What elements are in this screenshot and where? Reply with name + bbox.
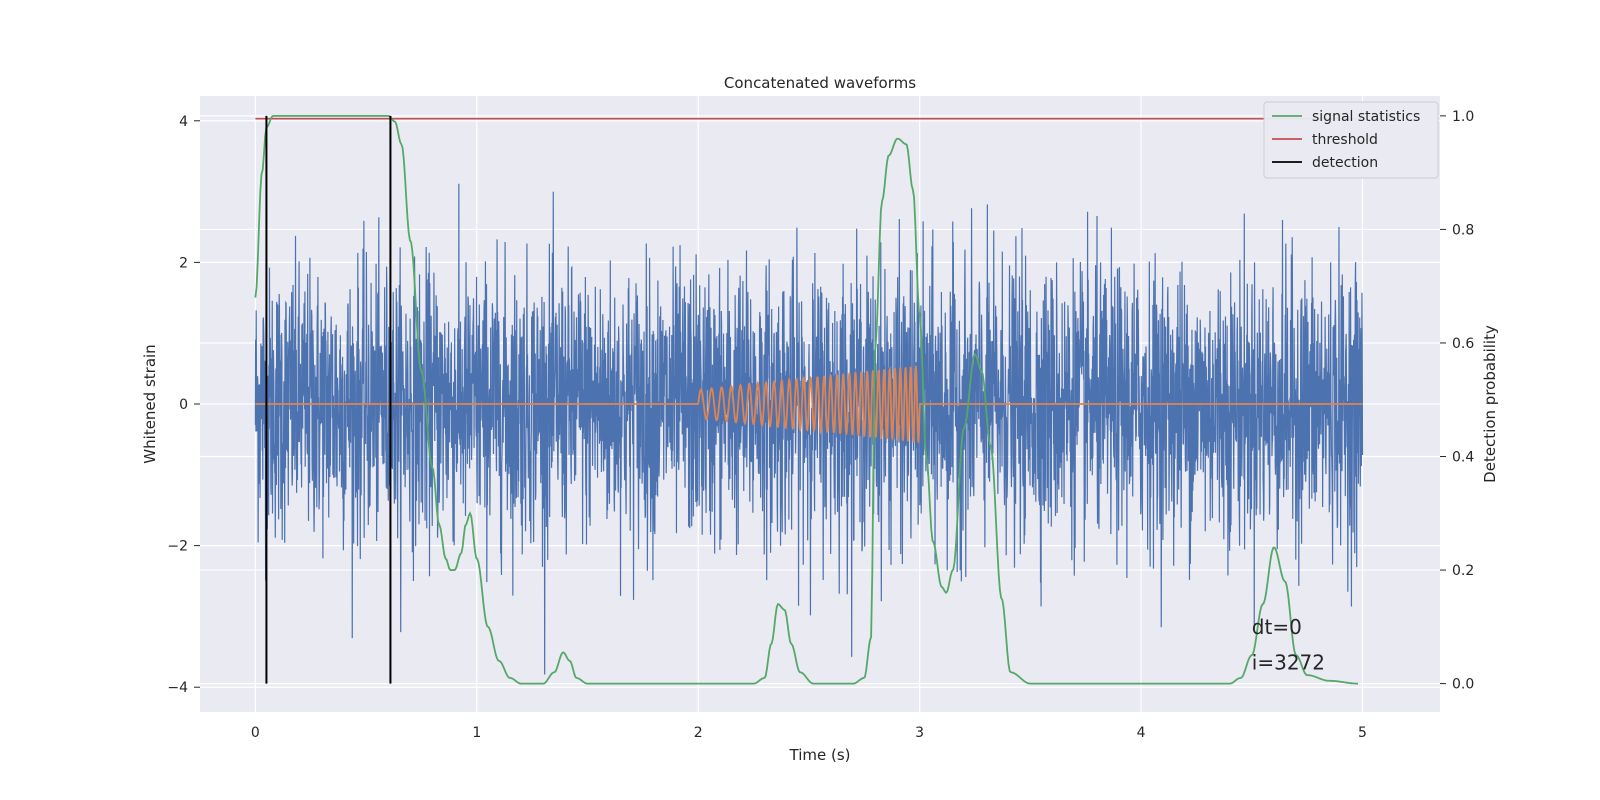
x-tick-label: 2 (694, 725, 703, 741)
legend-label: signal statistics (1312, 109, 1420, 125)
y-tick-label-left: −4 (167, 680, 188, 696)
legend-box (1263, 101, 1439, 179)
y-tick-label-left: −2 (167, 539, 188, 555)
annotation-text: dt=0 (1252, 615, 1302, 639)
axes-layer: 0 1 2 3 4 5 −4 −2 0 2 4 0.0 0.2 0.4 0.6 0.8 1.0 (167, 109, 1474, 741)
y-tick-label-left: 0 (179, 397, 188, 413)
x-tick-label: 0 (251, 725, 260, 741)
y-axis-label-left: Whitened strain (141, 344, 159, 463)
x-axis-label: Time (s) (789, 746, 851, 764)
x-tick-label: 4 (1137, 725, 1146, 741)
whitened-strain-line (254, 183, 1364, 675)
legend-label: detection (1312, 155, 1378, 171)
signal-statistics-line (254, 114, 1359, 685)
y-tick-label-right: 1.0 (1452, 109, 1474, 125)
x-tick-label: 3 (915, 725, 924, 741)
annotation-text: i=3272 (1252, 651, 1325, 675)
y-tick-label-right: 0.2 (1452, 563, 1474, 579)
chart-title: Concatenated waveforms (724, 74, 916, 92)
y-axis-label-right: Detection probability (1481, 325, 1499, 483)
y-tick-label-left: 4 (179, 114, 188, 130)
legend-label: threshold (1312, 132, 1378, 148)
data-layer (254, 114, 1364, 685)
y-tick-label-right: 0.6 (1452, 336, 1474, 352)
y-tick-label-right: 0.8 (1452, 222, 1474, 238)
injected-waveform-line (255, 365, 1363, 445)
legend: signal statistics threshold detection (1263, 101, 1439, 179)
annotations: dt=0 i=3272 (1252, 615, 1325, 674)
y-tick-label-right: 0.4 (1452, 450, 1474, 466)
y-tick-label-left: 2 (179, 255, 188, 271)
y-tick-label-right: 0.0 (1452, 677, 1474, 693)
x-tick-label: 5 (1358, 725, 1367, 741)
x-tick-label: 1 (472, 725, 481, 741)
